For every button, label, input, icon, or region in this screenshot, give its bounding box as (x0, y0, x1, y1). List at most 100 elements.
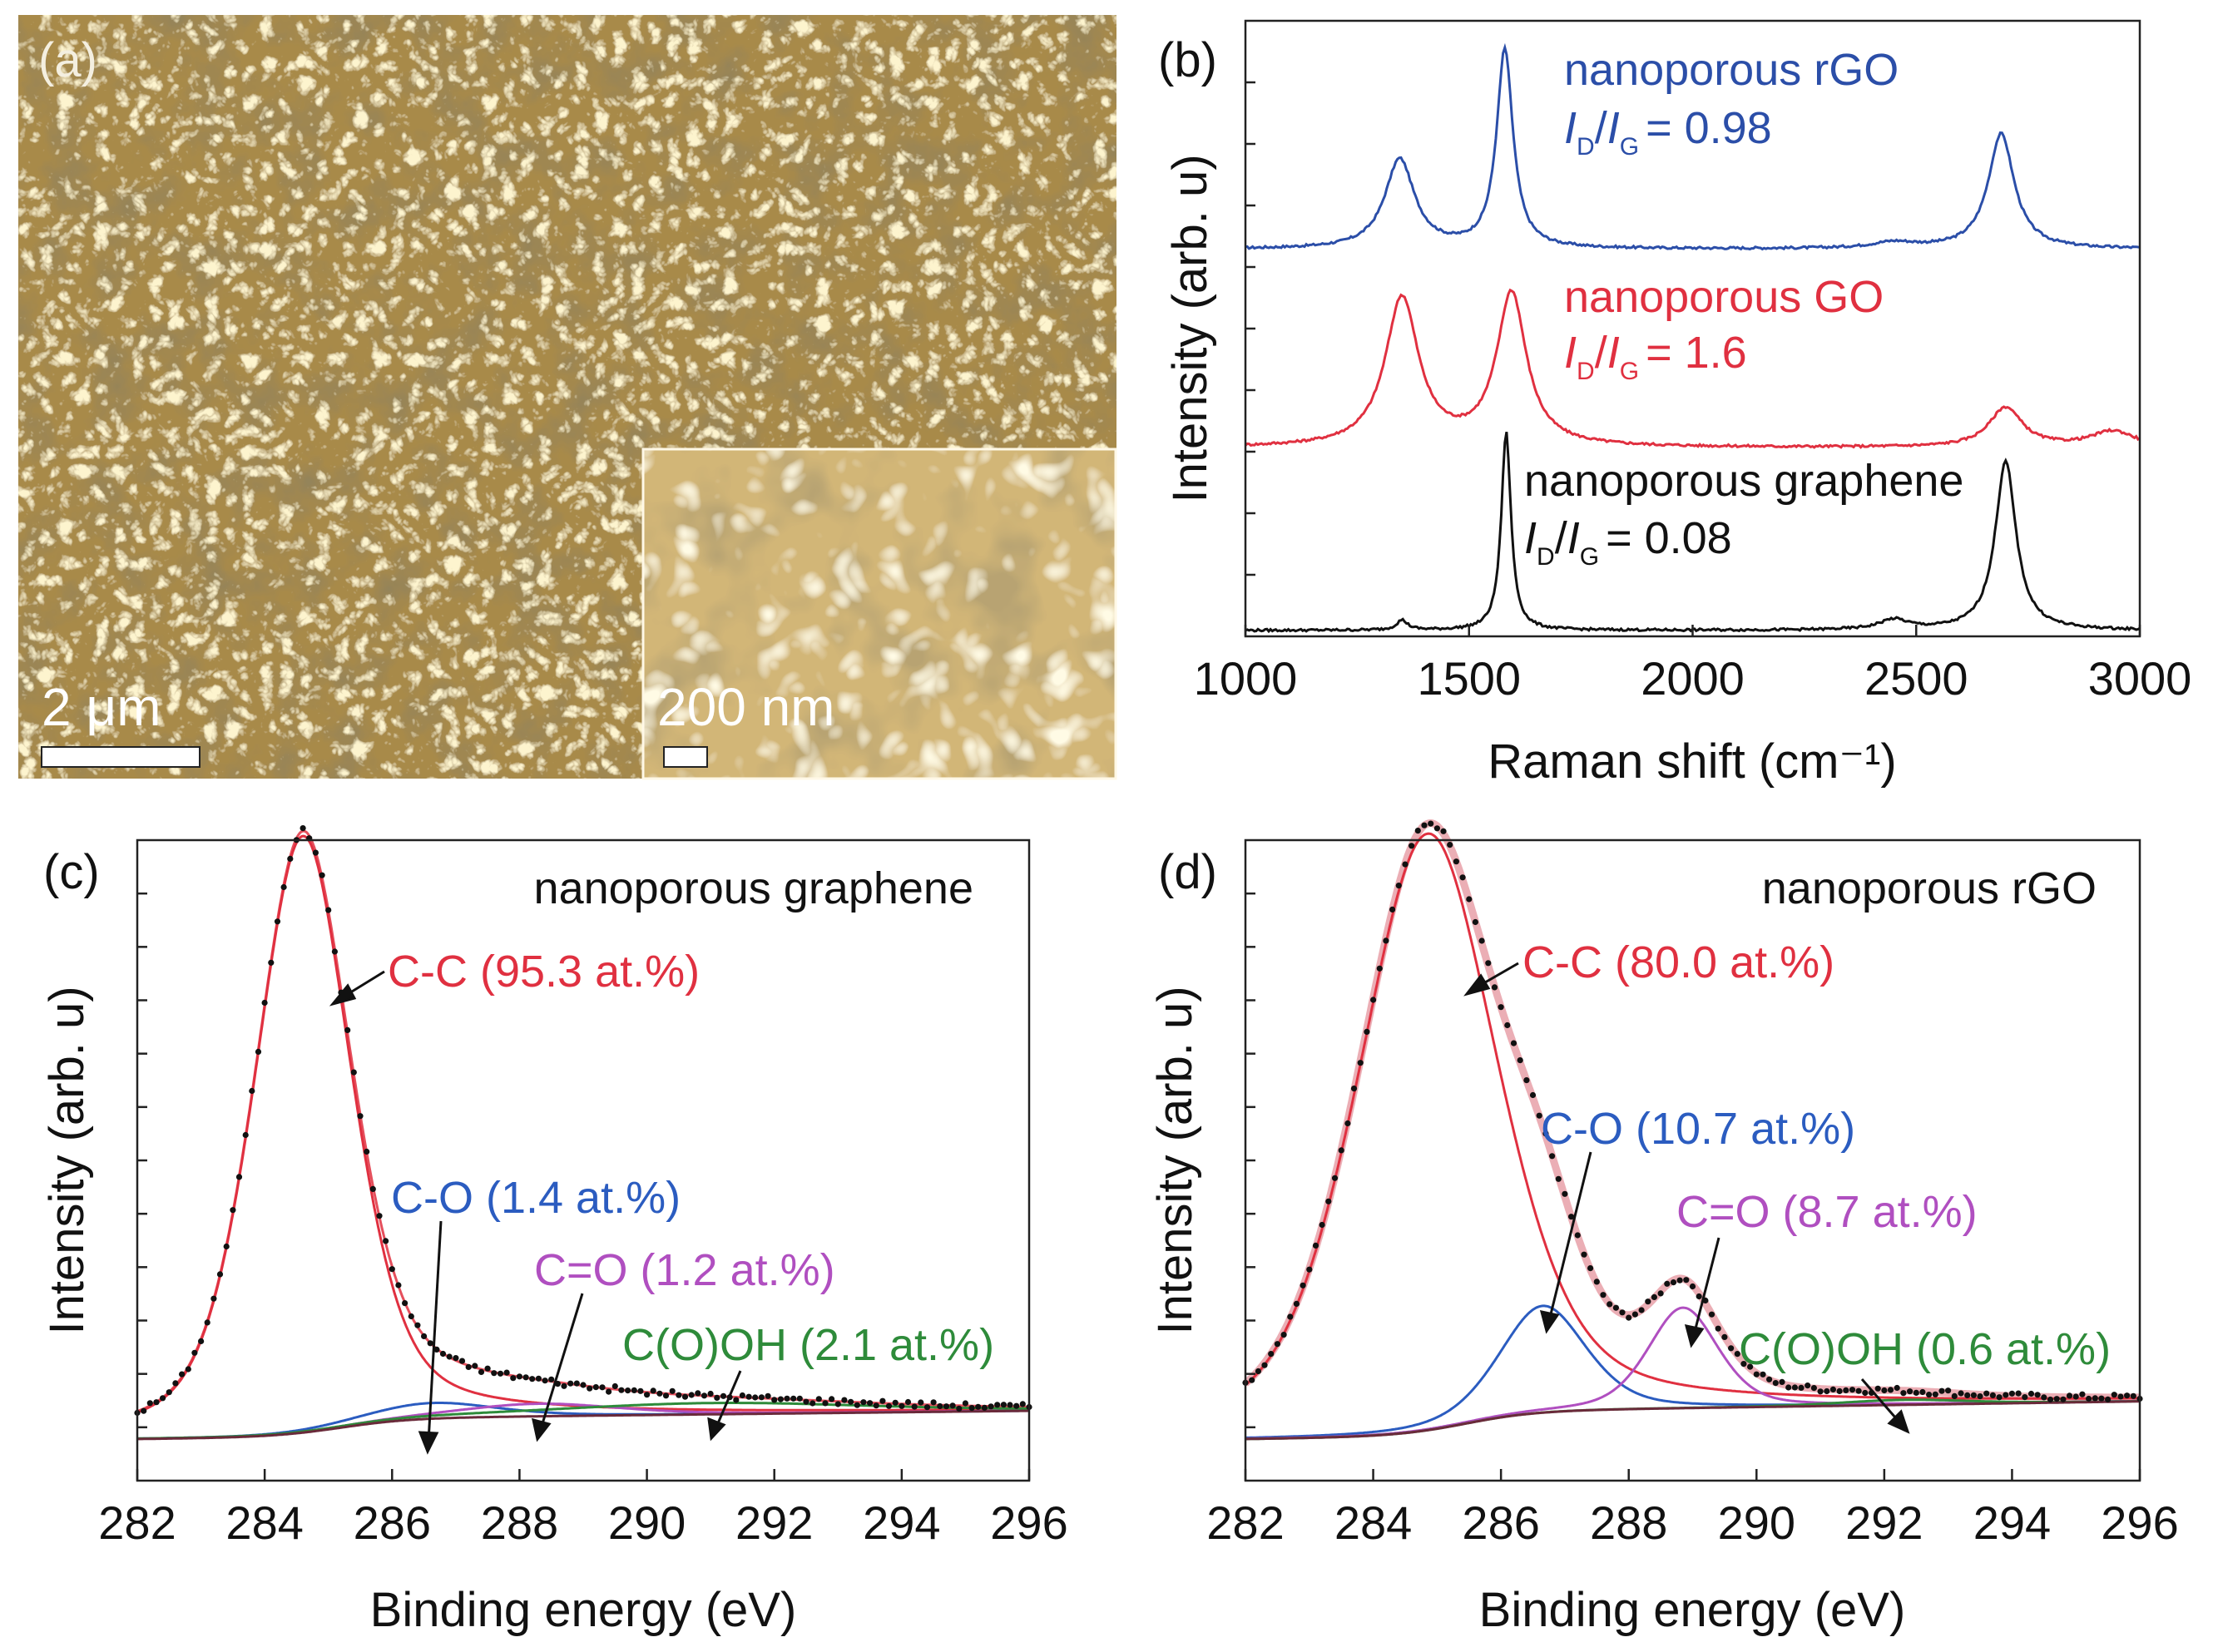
xps-data-point (1409, 843, 1415, 849)
xps-data-point (1657, 1290, 1664, 1297)
xps-data-point (1824, 1387, 1830, 1395)
x-tick-label: 284 (225, 1496, 303, 1549)
xps-data-point (1983, 1390, 1990, 1397)
xps-data-point (414, 1322, 421, 1328)
xps-data-point (1319, 1221, 1325, 1229)
xps-data-point (1810, 1385, 1817, 1392)
xps-data-point (1612, 1304, 1619, 1311)
xps-data-point (350, 1069, 357, 1076)
xps-data-point (1919, 1388, 1926, 1396)
xps-data-point (592, 1384, 599, 1391)
xps-data-point (198, 1338, 205, 1344)
xps-data-point (312, 849, 319, 856)
xps-data-point (1683, 1277, 1690, 1284)
xps-data-point (1785, 1384, 1792, 1391)
xps-data-point (146, 1400, 153, 1407)
xps-data-point (1753, 1371, 1760, 1377)
xps-data-point (567, 1380, 574, 1387)
xps-data-point (255, 1048, 262, 1055)
xps-data-point (796, 1395, 803, 1402)
xps-data-point (1721, 1333, 1728, 1340)
xps-data-point (1357, 1060, 1364, 1066)
xps-data-point (854, 1402, 860, 1408)
xps-data-point (1338, 1147, 1344, 1154)
xps-data-point (402, 1300, 408, 1307)
xps-data-point (701, 1392, 708, 1399)
panel-a-sem-image: (a) 2 μm 200 nm (18, 15, 1117, 780)
xps-data-point (433, 1346, 440, 1353)
xps-data-point (1798, 1384, 1805, 1391)
rgo-co-label: C-O (10.7 at.%) (1541, 1104, 1855, 1154)
xps-data-point (1900, 1390, 1907, 1397)
xps-data-point (625, 1387, 631, 1394)
xps-data-point (829, 1396, 835, 1402)
x-tick-label: 288 (1590, 1496, 1667, 1549)
xps-data-point (1428, 820, 1434, 827)
xps-data-point (669, 1387, 676, 1394)
xps-data-point (899, 1402, 905, 1409)
xps-data-point (943, 1403, 950, 1410)
arrow-co (427, 1220, 443, 1442)
xps-data-point (280, 883, 287, 891)
xps-data-point (765, 1392, 771, 1399)
xps-data-point (561, 1382, 567, 1389)
xps-data-point (1734, 1351, 1740, 1358)
xps-data-point (1249, 1377, 1255, 1383)
xps-data-point (383, 1238, 389, 1244)
xps-data-point (1433, 825, 1440, 832)
xps-data-point (1855, 1387, 1862, 1394)
arrowhead-co (418, 1431, 439, 1455)
xps-data-point (1600, 1292, 1607, 1298)
xps-data-point (439, 1350, 447, 1358)
xps-data-point (1421, 822, 1428, 828)
go-ratio-label: ID/IG = 1.6 (1564, 328, 1747, 385)
graphene-annotation-arrows (329, 970, 742, 1455)
xps-data-point (153, 1399, 160, 1406)
xps-data-point (516, 1373, 523, 1380)
xps-data-point (1696, 1293, 1702, 1300)
graphene-cc-label: C-C (95.3 at.%) (388, 947, 700, 997)
xps-data-point (1938, 1387, 1945, 1394)
xps-data-point (752, 1394, 759, 1401)
xps-data-point (1517, 1057, 1523, 1064)
xps-data-point (1287, 1313, 1294, 1320)
xps-data-point (923, 1404, 931, 1411)
xps-data-point (676, 1392, 682, 1398)
xps-data-point (1626, 1314, 1632, 1321)
rgo-annotation-arrows (1463, 962, 1910, 1434)
xps-data-point (1510, 1040, 1517, 1046)
xps-data-point (1581, 1251, 1587, 1258)
xps-data-point (1472, 918, 1478, 926)
xps-data-point (2105, 1396, 2112, 1402)
arrow-rgo-c-double-o (1692, 1237, 1720, 1336)
xps-data-point (930, 1399, 937, 1406)
xps-data-point (1945, 1387, 1952, 1394)
x-tick-label: 284 (1334, 1496, 1412, 1549)
xps-data-point (994, 1402, 1001, 1408)
xps-data-point (2008, 1390, 2015, 1397)
xps-data-point (1300, 1282, 1306, 1288)
xps-data-point (1280, 1332, 1287, 1338)
xps-data-point (637, 1387, 644, 1394)
xps-data-point (1562, 1190, 1568, 1197)
xps-background-line (137, 1409, 1029, 1441)
xps-data-point (1395, 883, 1402, 889)
xps-data-point (1542, 1130, 1549, 1137)
xps-data-point (580, 1382, 587, 1388)
x-tick-label: 290 (608, 1496, 686, 1549)
xps-data-point (662, 1392, 670, 1399)
xps-data-point (681, 1393, 689, 1400)
xps-data-point (242, 1131, 249, 1139)
go-ratio-value: = 1.6 (1646, 328, 1747, 378)
x-tick-label: 286 (1462, 1496, 1539, 1549)
x-tick-label: 294 (1973, 1496, 2051, 1549)
xps-data-point (784, 1395, 790, 1402)
scale-bar-label: 2 μm (42, 677, 161, 737)
xps-data-point (1829, 1386, 1836, 1392)
xps-data-point (235, 1174, 243, 1180)
arrow-c-double-o (539, 1293, 584, 1430)
xps-data-point (503, 1369, 510, 1376)
xps-data-point (2066, 1392, 2073, 1399)
xps-data-point (2086, 1395, 2092, 1402)
xps-data-point (1478, 937, 1485, 944)
